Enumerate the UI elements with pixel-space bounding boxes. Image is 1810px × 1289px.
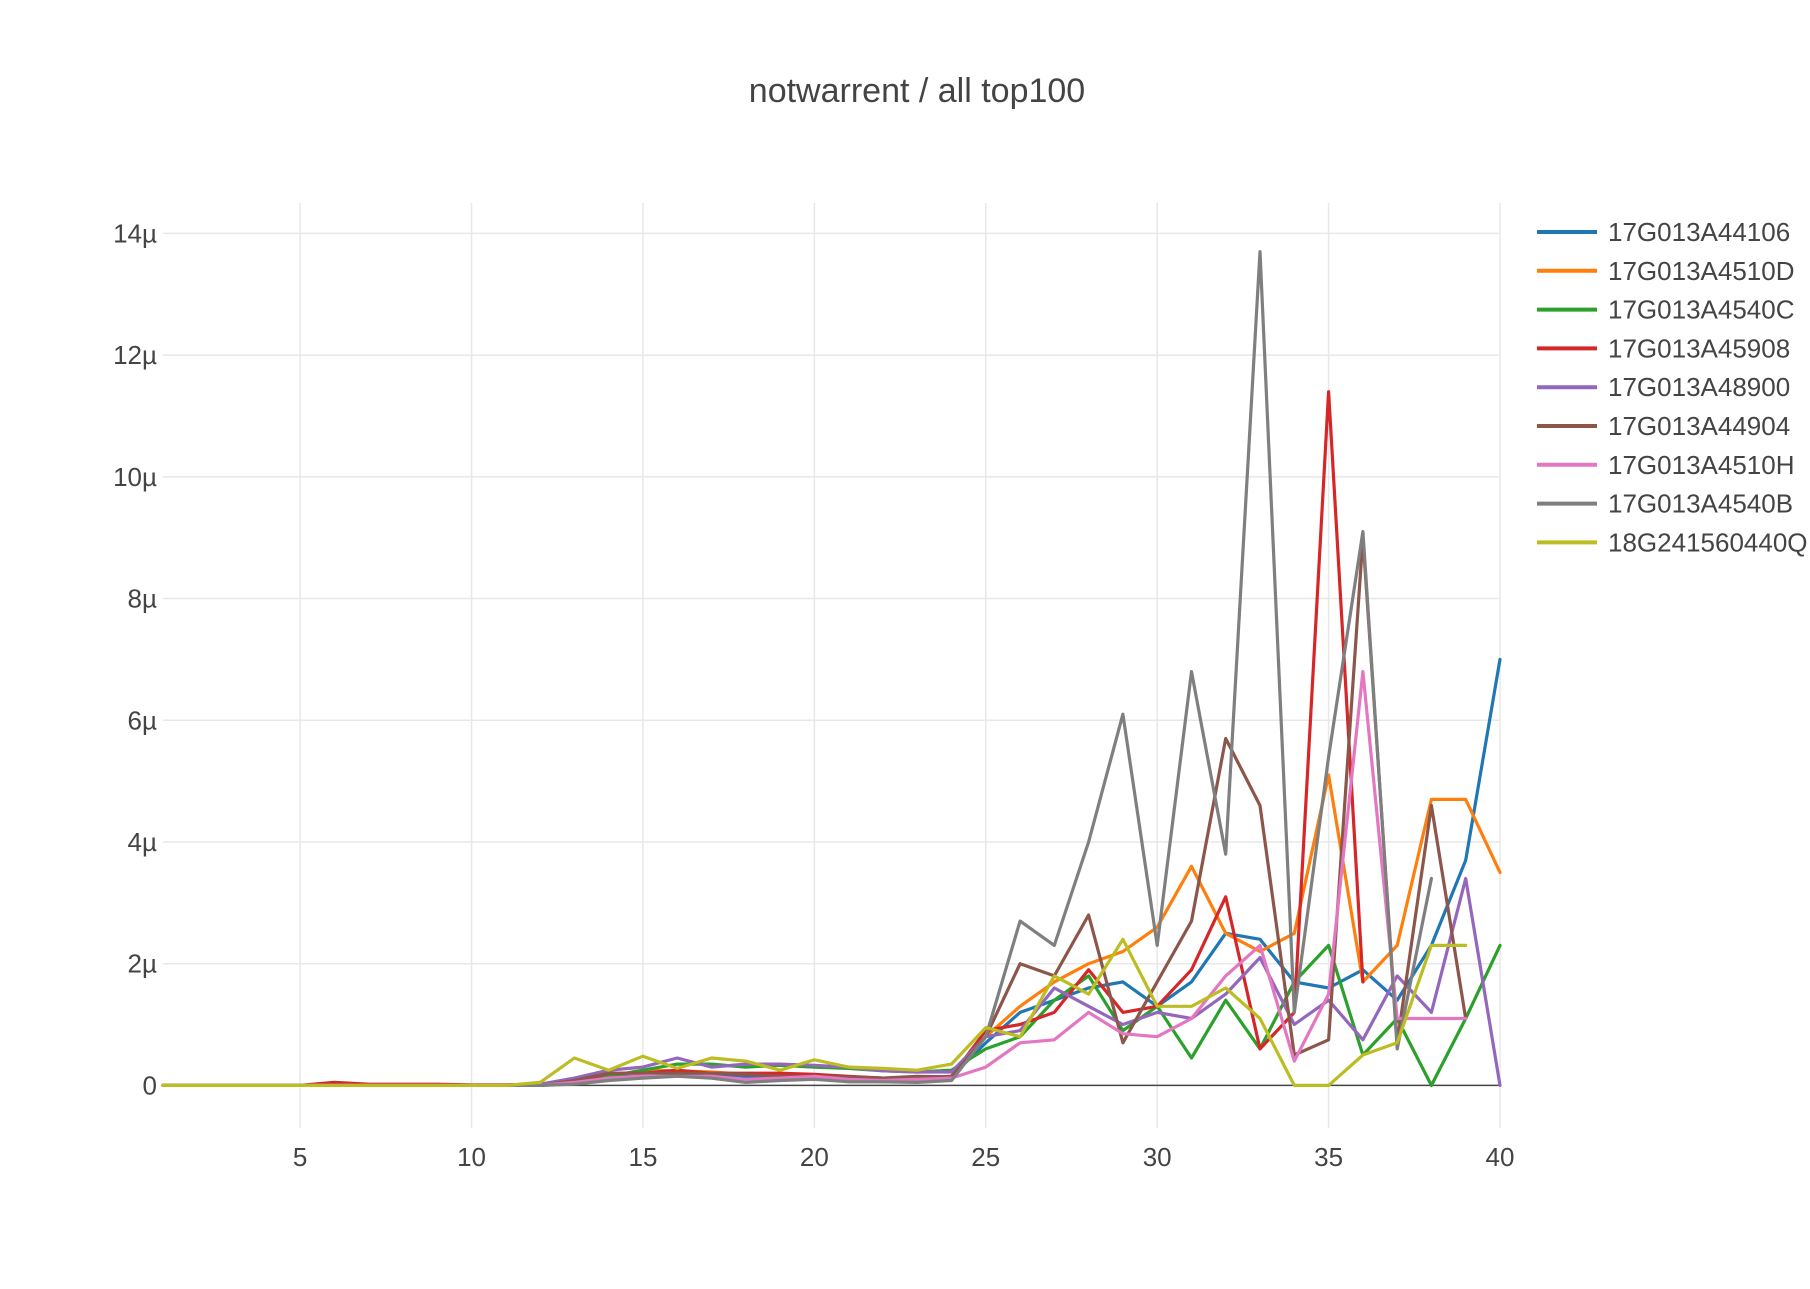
x-tick-label: 15 bbox=[628, 1142, 657, 1172]
legend-item: 17G013A45908 bbox=[1537, 333, 1790, 363]
legend-item: 17G013A48900 bbox=[1537, 372, 1790, 402]
legend-label: 18G241560440Q bbox=[1608, 527, 1808, 557]
series-lines bbox=[161, 250, 1502, 1087]
x-tick-label: 30 bbox=[1143, 1142, 1172, 1172]
legend-item: 17G013A4510D bbox=[1537, 256, 1794, 286]
y-tick-label: 10µ bbox=[113, 462, 157, 492]
chart-title: notwarrent / all top100 bbox=[749, 72, 1085, 110]
y-tick-label: 14µ bbox=[113, 218, 157, 248]
legend-label: 17G013A44106 bbox=[1608, 217, 1790, 247]
legend-label: 17G013A44904 bbox=[1608, 411, 1790, 441]
gridlines bbox=[163, 203, 1501, 1128]
legend-item: 17G013A4510H bbox=[1537, 450, 1794, 480]
legend-label: 17G013A4540C bbox=[1608, 295, 1794, 325]
x-tick-label: 5 bbox=[293, 1142, 307, 1172]
axes: 0 2µ 4µ 6µ 8µ 10µ 12µ 14µ 5 10 15 20 25 30 35 40 bbox=[113, 218, 1514, 1172]
legend-label: 17G013A48900 bbox=[1608, 372, 1790, 402]
y-tick-label: 8µ bbox=[128, 584, 157, 614]
x-tick-label: 40 bbox=[1486, 1142, 1515, 1172]
legend-label: 17G013A4510D bbox=[1608, 256, 1794, 286]
y-tick-label: 4µ bbox=[128, 827, 157, 857]
legend-label: 17G013A4540B bbox=[1608, 489, 1793, 519]
legend-item: 17G013A4540B bbox=[1537, 489, 1793, 519]
legend-item: 17G013A44106 bbox=[1537, 217, 1790, 247]
x-tick-label: 20 bbox=[800, 1142, 829, 1172]
x-tick-label: 35 bbox=[1314, 1142, 1343, 1172]
x-tick-label: 25 bbox=[971, 1142, 1000, 1172]
y-tick-label: 0 bbox=[143, 1070, 157, 1100]
legend: 17G013A44106 17G013A4510D 17G013A4540C 17G0… bbox=[1537, 217, 1808, 557]
legend-item: 17G013A44904 bbox=[1537, 411, 1790, 441]
y-tick-label: 2µ bbox=[128, 949, 157, 979]
legend-item: 18G241560440Q bbox=[1537, 527, 1808, 557]
y-tick-label: 6µ bbox=[128, 705, 157, 735]
legend-label: 17G013A45908 bbox=[1608, 333, 1790, 363]
series-line bbox=[161, 937, 1468, 1087]
x-tick-label: 10 bbox=[457, 1142, 486, 1172]
legend-item: 17G013A4540C bbox=[1537, 295, 1794, 325]
legend-label: 17G013A4510H bbox=[1608, 450, 1794, 480]
y-tick-label: 12µ bbox=[113, 340, 157, 370]
